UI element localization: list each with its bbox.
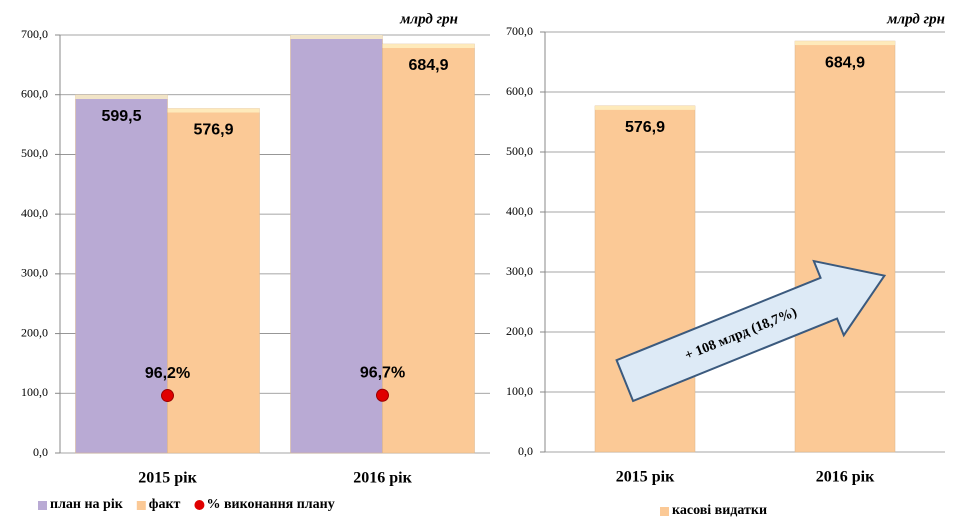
y-tick-label: 100,0 [21,385,48,399]
bar-top [167,108,260,113]
y-tick-label: 100,0 [506,384,533,398]
y-tick-label: 500,0 [21,146,48,160]
bar-top [290,35,383,39]
legend-label: касові видатки [672,503,767,517]
value-label: 96,7% [360,364,405,381]
y-tick-label: 700,0 [506,24,533,38]
legend-label: % виконання плану [206,497,334,512]
y-tick-label: 400,0 [21,206,48,220]
y-tick-label: 300,0 [506,264,533,278]
plot-area [594,40,896,453]
bar [290,35,383,454]
y-tick-label: 300,0 [21,266,48,280]
y-tick-label: 0,0 [518,444,533,458]
x-tick-label: 2016 рік [816,469,875,486]
y-tick-label: 500,0 [506,144,533,158]
x-tick-label: 2016 рік [353,470,412,487]
y-tick-label: 200,0 [21,325,48,339]
bar [167,108,260,454]
y-tick-label: 600,0 [506,84,533,98]
bar [382,43,475,454]
legend-label: факт [149,497,181,512]
legend-marker [136,501,146,510]
y-tick-label: 0,0 [33,445,48,459]
y-tick-label: 200,0 [506,324,533,338]
value-label: 96,2% [145,365,190,382]
bar-top [795,41,895,46]
value-label: 599,5 [101,108,141,125]
value-label: 684,9 [825,54,865,71]
y-tick-label: 700,0 [21,27,48,41]
growth-arrow: + 108 млрд (18,7%) [615,259,887,403]
value-label: 576,9 [193,122,233,139]
x-tick-label: 2015 рік [616,469,675,486]
unit-label: млрд грн [886,11,945,27]
unit-label: млрд грн [399,11,458,27]
legend-marker [194,500,205,510]
bar-top [382,44,475,49]
plot-area [75,35,475,454]
legend-marker [38,501,47,510]
marker [376,388,389,402]
bar-top [75,95,168,100]
y-tick-label: 600,0 [21,86,48,100]
bar-top [595,105,695,110]
legend-marker [660,507,669,516]
bar [594,105,696,453]
value-label: 684,9 [408,57,448,74]
bar [75,94,168,454]
x-tick-label: 2015 рік [138,470,197,487]
y-tick-label: 400,0 [506,204,533,218]
marker [161,389,174,403]
arrow-shape [615,259,887,403]
value-label: 576,9 [625,119,665,136]
bar [794,40,896,453]
legend-label: план на рік [50,497,124,512]
